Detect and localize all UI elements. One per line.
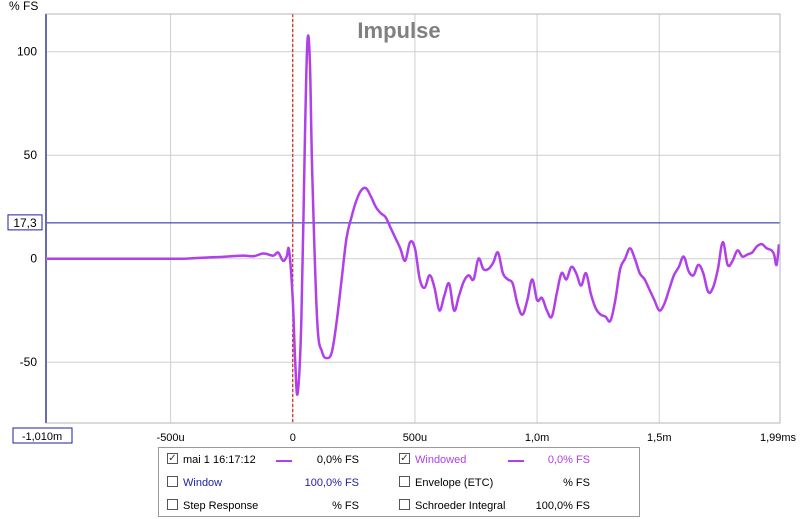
y-tick-label: 0	[30, 252, 37, 266]
windowed-swatch[interactable]	[508, 460, 524, 462]
check-icon: ✓	[400, 453, 409, 464]
mai-1-16-17-12-label: mai 1 16:17:12	[183, 454, 256, 466]
y-cursor-readout-text: 17,3	[13, 216, 37, 230]
x-tick-label: 500u	[403, 432, 427, 444]
window-label: Window	[183, 477, 223, 489]
y-cursor-readout: 17,3	[7, 214, 43, 231]
check-icon: ✓	[168, 453, 177, 464]
x-tick-label: 1,0m	[525, 432, 549, 444]
chart-title: Impulse	[357, 18, 440, 43]
x-tick-label: -500u	[157, 432, 185, 444]
mai-1-16-17-12-swatch[interactable]	[276, 460, 292, 462]
legend-row: ✓ mai 1 16:17:12 0,0% FS ✓ Windowed 0,0% FS	[159, 449, 639, 471]
step-response-checkbox[interactable]	[167, 499, 178, 510]
schroeder-integral-value: 100,0% FS	[535, 500, 590, 512]
mai-1-16-17-12-checkbox[interactable]: ✓	[167, 453, 178, 464]
step-response-value: % FS	[332, 500, 359, 512]
windowed-label: Windowed	[415, 454, 467, 466]
x-tick-label: 0	[290, 432, 296, 444]
window-value: 100,0% FS	[304, 477, 359, 489]
window-checkbox[interactable]	[167, 476, 178, 487]
x-start-readout: -1,010m	[12, 427, 73, 444]
legend-row: Step Response % FS Schroeder Integral 100,0…	[159, 495, 639, 517]
schroeder-integral-checkbox[interactable]	[399, 499, 410, 510]
y-axis-ticks: 100 50 0 -50	[17, 45, 37, 370]
x-tick-label: 1,5m	[647, 432, 671, 444]
x-axis-ticks: -500u 0 500u 1,0m 1,5m 1,99ms	[157, 432, 797, 444]
series-line-impulse	[46, 34, 781, 396]
mai-1-16-17-12-value: 0,0% FS	[316, 454, 359, 466]
legend-row: Window 100,0% FS Envelope (ETC) % FS	[159, 472, 639, 494]
step-response-label: Step Response	[183, 500, 259, 512]
x-start-readout-box	[12, 427, 73, 444]
y-cursor-readout-box	[7, 214, 43, 231]
windowed-checkbox[interactable]: ✓	[399, 453, 410, 464]
schroeder-integral-label: Schroeder Integral	[415, 500, 506, 512]
envelope-etc-value: % FS	[563, 477, 590, 489]
legend-panel: ✓ mai 1 16:17:12 0,0% FS ✓ Windowed 0,0% FS Wi…	[158, 447, 640, 517]
envelope-etc-checkbox[interactable]	[399, 476, 410, 487]
y-tick-label: 50	[24, 148, 38, 162]
plot-background	[46, 14, 780, 423]
y-tick-label: -50	[20, 355, 38, 369]
x-start-readout-text: -1,010m	[22, 431, 62, 443]
y-axis-label: % FS	[9, 0, 38, 13]
y-tick-label: 100	[17, 45, 37, 59]
envelope-etc-label: Envelope (ETC)	[415, 477, 494, 489]
windowed-value: 0,0% FS	[547, 454, 590, 466]
plot-border	[45, 13, 781, 424]
x-tick-label: 1,99ms	[760, 432, 797, 444]
